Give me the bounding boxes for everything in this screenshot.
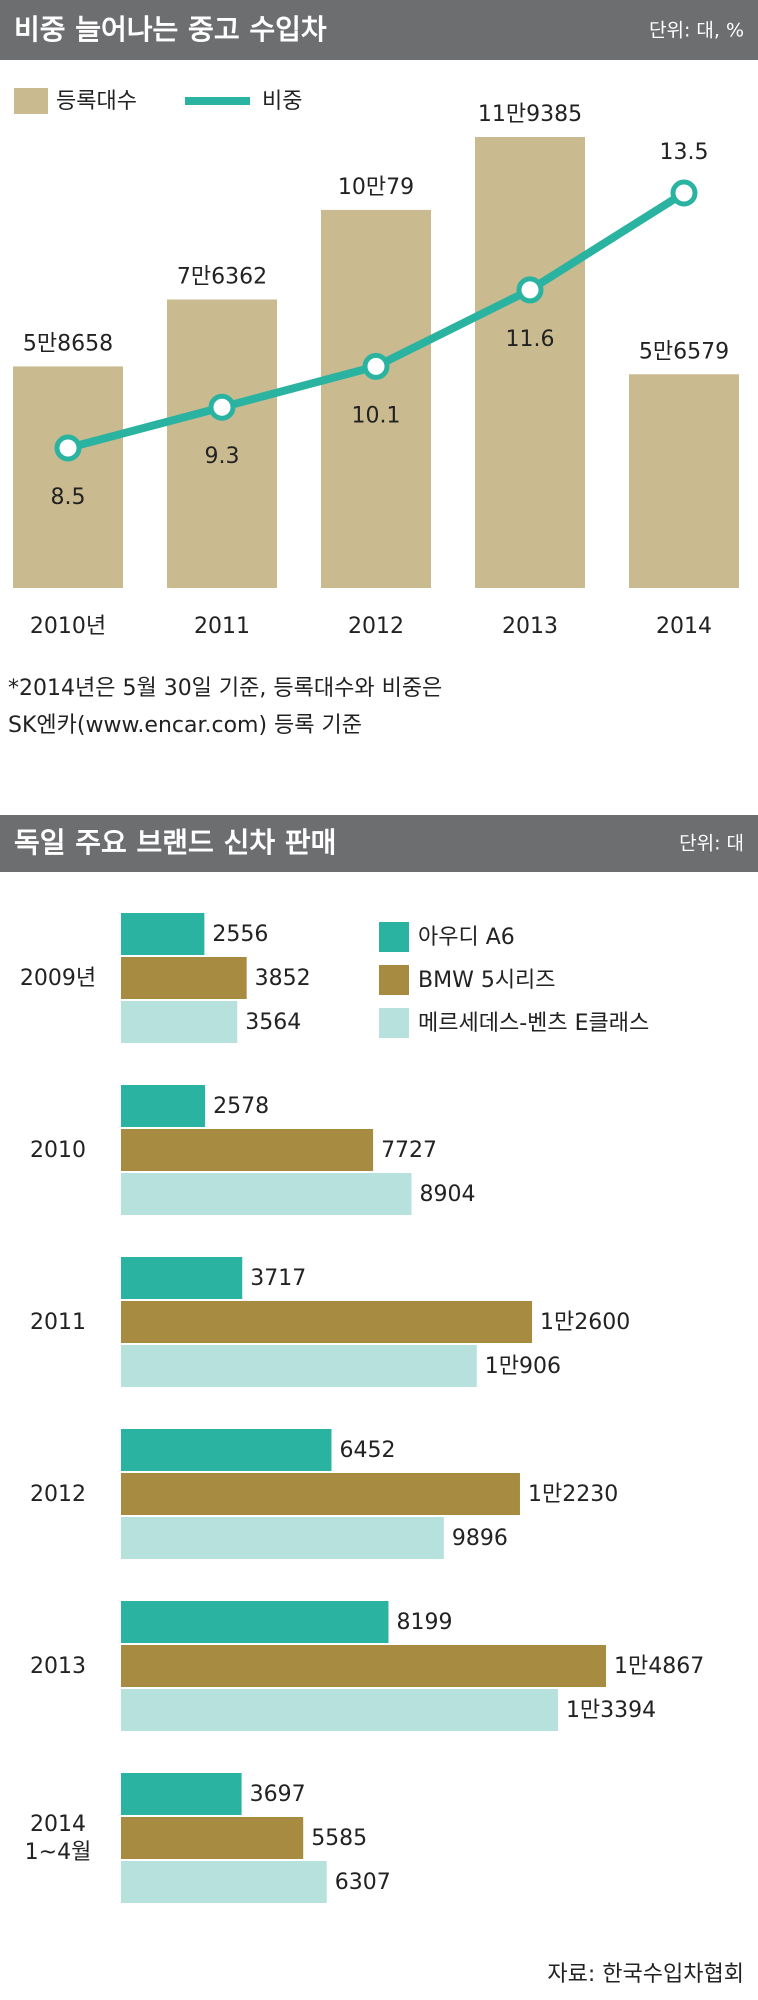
- bar-value-label: 5만6579: [639, 339, 729, 364]
- header-bar: [0, 815, 758, 872]
- bar: [629, 374, 739, 588]
- line-value-label: 9.3: [205, 444, 240, 469]
- bar-value-label: 2556: [212, 922, 268, 947]
- y-tick-label: 2014 1~4월: [24, 1812, 92, 1865]
- x-tick-label: 2010년: [30, 614, 106, 639]
- unit-label: 단위: 대: [679, 833, 744, 855]
- bar-value-label: 10만79: [338, 175, 414, 200]
- y-tick-label: 2013: [30, 1654, 86, 1679]
- x-tick-label: 2012: [348, 614, 404, 639]
- y-tick-label: 2011: [30, 1310, 86, 1335]
- bar: [121, 1257, 243, 1299]
- bar-value-label: 7727: [381, 1138, 437, 1163]
- bar: [121, 1001, 238, 1043]
- bar-value-label: 6452: [339, 1438, 395, 1463]
- bar-value-label: 3717: [250, 1266, 306, 1291]
- x-tick-label: 2014: [656, 614, 712, 639]
- bar-value-label: 3852: [255, 966, 311, 991]
- line-point: [208, 393, 236, 421]
- bar-value-label: 1만3394: [566, 1698, 656, 1723]
- bar: [121, 1301, 533, 1343]
- legend-label: 비중: [262, 89, 302, 114]
- legend-label: 등록대수: [56, 89, 137, 114]
- bar: [121, 1429, 332, 1471]
- bar-value-label: 8199: [396, 1610, 452, 1635]
- bar-value-label: 8904: [419, 1182, 475, 1207]
- footnote: SK엔카(www.encar.com) 등록 기준: [8, 713, 362, 738]
- legend-swatch: [379, 1008, 409, 1038]
- y-tick-label: 2010: [30, 1138, 86, 1163]
- y-tick-label: 2012: [30, 1482, 86, 1507]
- bar-value-label: 3697: [250, 1782, 306, 1807]
- line-point: [362, 352, 390, 380]
- x-tick-label: 2011: [194, 614, 250, 639]
- line-point: [670, 179, 698, 207]
- bar: [121, 1689, 558, 1731]
- bar: [121, 1817, 304, 1859]
- bar-value-label: 1만4867: [614, 1654, 704, 1679]
- chart-title: 비중 늘어나는 중고 수입차: [14, 13, 327, 46]
- bar: [121, 1345, 477, 1387]
- bar-value-label: 7만6362: [177, 265, 267, 290]
- bar-value-label: 1만2600: [540, 1310, 630, 1335]
- y-tick-label: 2009년: [19, 966, 97, 991]
- unit-label: 단위: 대, %: [649, 20, 744, 42]
- line-point: [54, 434, 82, 462]
- bar-value-label: 1만2230: [528, 1482, 618, 1507]
- bar-value-label: 5만8658: [23, 331, 113, 356]
- bar-value-label: 5585: [311, 1826, 367, 1851]
- bar-value-label: 3564: [245, 1010, 301, 1035]
- bar: [121, 1129, 374, 1171]
- legend-swatch: [14, 88, 48, 114]
- bar: [121, 1473, 520, 1515]
- bar: [167, 299, 277, 588]
- bar: [121, 1601, 389, 1643]
- bar: [121, 913, 205, 955]
- line-value-label: 8.5: [51, 485, 86, 510]
- line-value-label: 13.5: [660, 140, 709, 165]
- bar-value-label: 2578: [213, 1094, 269, 1119]
- bar: [121, 1173, 412, 1215]
- bar: [321, 209, 431, 588]
- header-bar: [0, 0, 758, 60]
- bar-value-label: 6307: [335, 1870, 391, 1895]
- bar: [121, 1517, 444, 1559]
- x-tick-label: 2013: [502, 614, 558, 639]
- bar: [121, 1773, 242, 1815]
- legend-swatch: [379, 965, 409, 995]
- line-value-label: 11.6: [506, 327, 555, 352]
- legend-label: BMW 5시리즈: [418, 968, 556, 993]
- bar: [121, 957, 247, 999]
- bar: [121, 1085, 206, 1127]
- bar: [121, 1645, 606, 1687]
- legend-label: 메르세데스-벤츠 E클래스: [418, 1011, 649, 1036]
- line-value-label: 10.1: [352, 403, 401, 428]
- legend-label: 아우디 A6: [418, 925, 515, 950]
- footnote: *2014년은 5월 30일 기준, 등록대수와 비중은: [8, 676, 442, 701]
- bar-value-label: 9896: [452, 1526, 508, 1551]
- source: 자료: 한국수입차협회: [547, 1962, 744, 1987]
- bar: [13, 366, 123, 588]
- chart-title: 독일 주요 브랜드 신차 판매: [14, 826, 336, 859]
- line-point: [516, 276, 544, 304]
- bar: [475, 137, 585, 588]
- legend-swatch: [379, 922, 409, 952]
- bar: [121, 1861, 327, 1903]
- bar-value-label: 11만9385: [478, 102, 582, 127]
- bar-value-label: 1만906: [485, 1354, 561, 1379]
